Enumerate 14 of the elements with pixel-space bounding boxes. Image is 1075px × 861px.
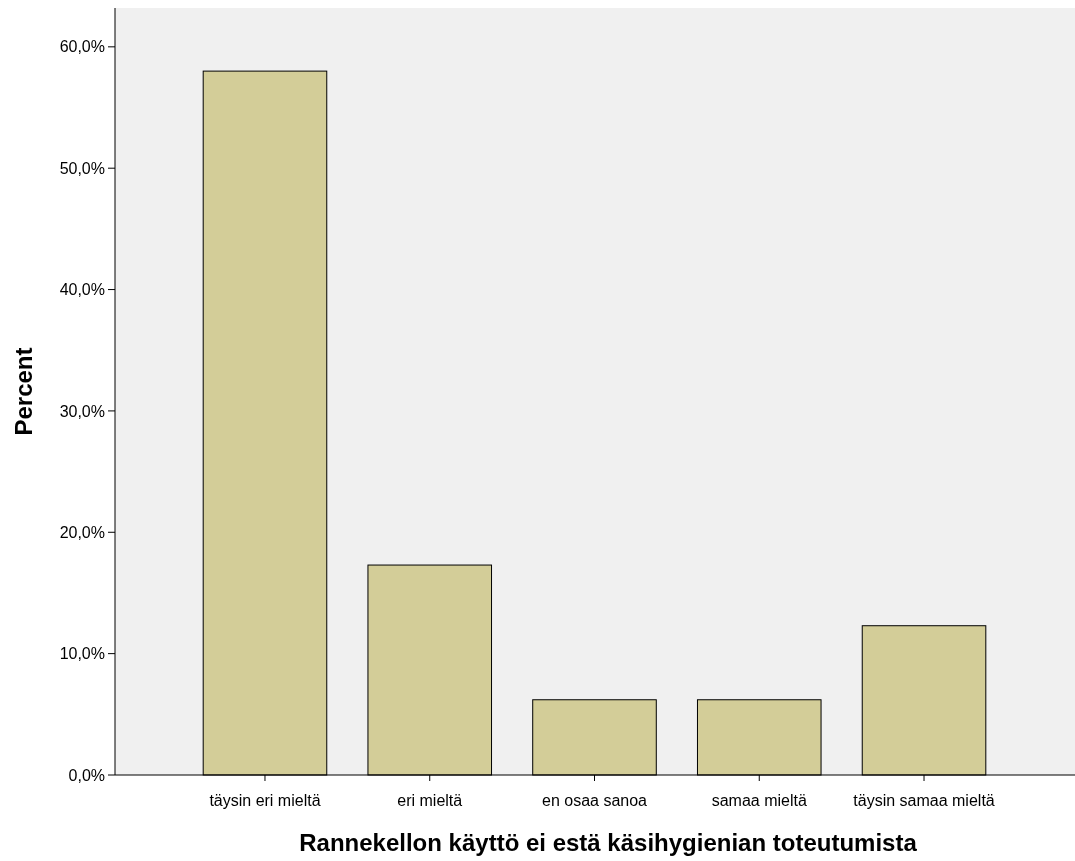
- x-axis-title: Rannekellon käyttö ei estä käsihygienian toteutumista: [299, 829, 918, 856]
- y-axis-title: Percent: [10, 347, 37, 436]
- x-tick-label: eri mieltä: [397, 792, 463, 809]
- y-tick-label: 60,0%: [59, 38, 105, 56]
- x-tick-label: en osaa sanoa: [542, 792, 648, 809]
- y-tick-label: 40,0%: [59, 281, 105, 299]
- y-tick-label: 0,0%: [68, 766, 105, 784]
- y-tick-label: 20,0%: [59, 523, 105, 541]
- x-tick-label: täysin samaa mieltä: [853, 792, 995, 809]
- x-tick-label: samaa mieltä: [711, 792, 807, 809]
- y-tick-label: 50,0%: [59, 159, 105, 177]
- x-tick-label: täysin eri mieltä: [209, 792, 321, 809]
- y-tick-label: 30,0%: [59, 402, 105, 420]
- y-tick-label: 10,0%: [59, 645, 105, 663]
